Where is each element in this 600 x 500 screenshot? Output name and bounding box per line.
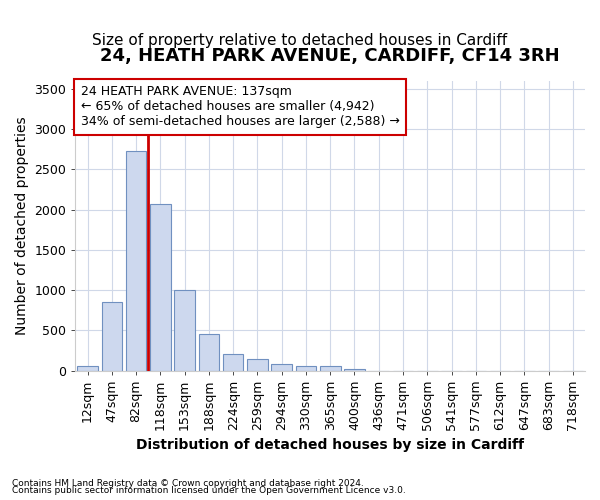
X-axis label: Distribution of detached houses by size in Cardiff: Distribution of detached houses by size … [136,438,524,452]
Text: Contains HM Land Registry data © Crown copyright and database right 2024.: Contains HM Land Registry data © Crown c… [12,478,364,488]
Text: Contains public sector information licensed under the Open Government Licence v3: Contains public sector information licen… [12,486,406,495]
Bar [320,366,341,370]
Bar [271,364,292,370]
Bar [126,152,146,370]
Bar [175,290,195,370]
Title: 24, HEATH PARK AVENUE, CARDIFF, CF14 3RH: 24, HEATH PARK AVENUE, CARDIFF, CF14 3RH [100,48,560,66]
Bar [223,354,244,370]
Bar [199,334,219,370]
Bar [101,302,122,370]
Bar [247,360,268,370]
Text: 24 HEATH PARK AVENUE: 137sqm
← 65% of detached houses are smaller (4,942)
34% of: 24 HEATH PARK AVENUE: 137sqm ← 65% of de… [80,86,400,128]
Y-axis label: Number of detached properties: Number of detached properties [15,116,29,335]
Text: Size of property relative to detached houses in Cardiff: Size of property relative to detached ho… [92,32,508,48]
Bar [150,204,170,370]
Bar [296,366,316,370]
Bar [344,369,365,370]
Bar [77,366,98,370]
